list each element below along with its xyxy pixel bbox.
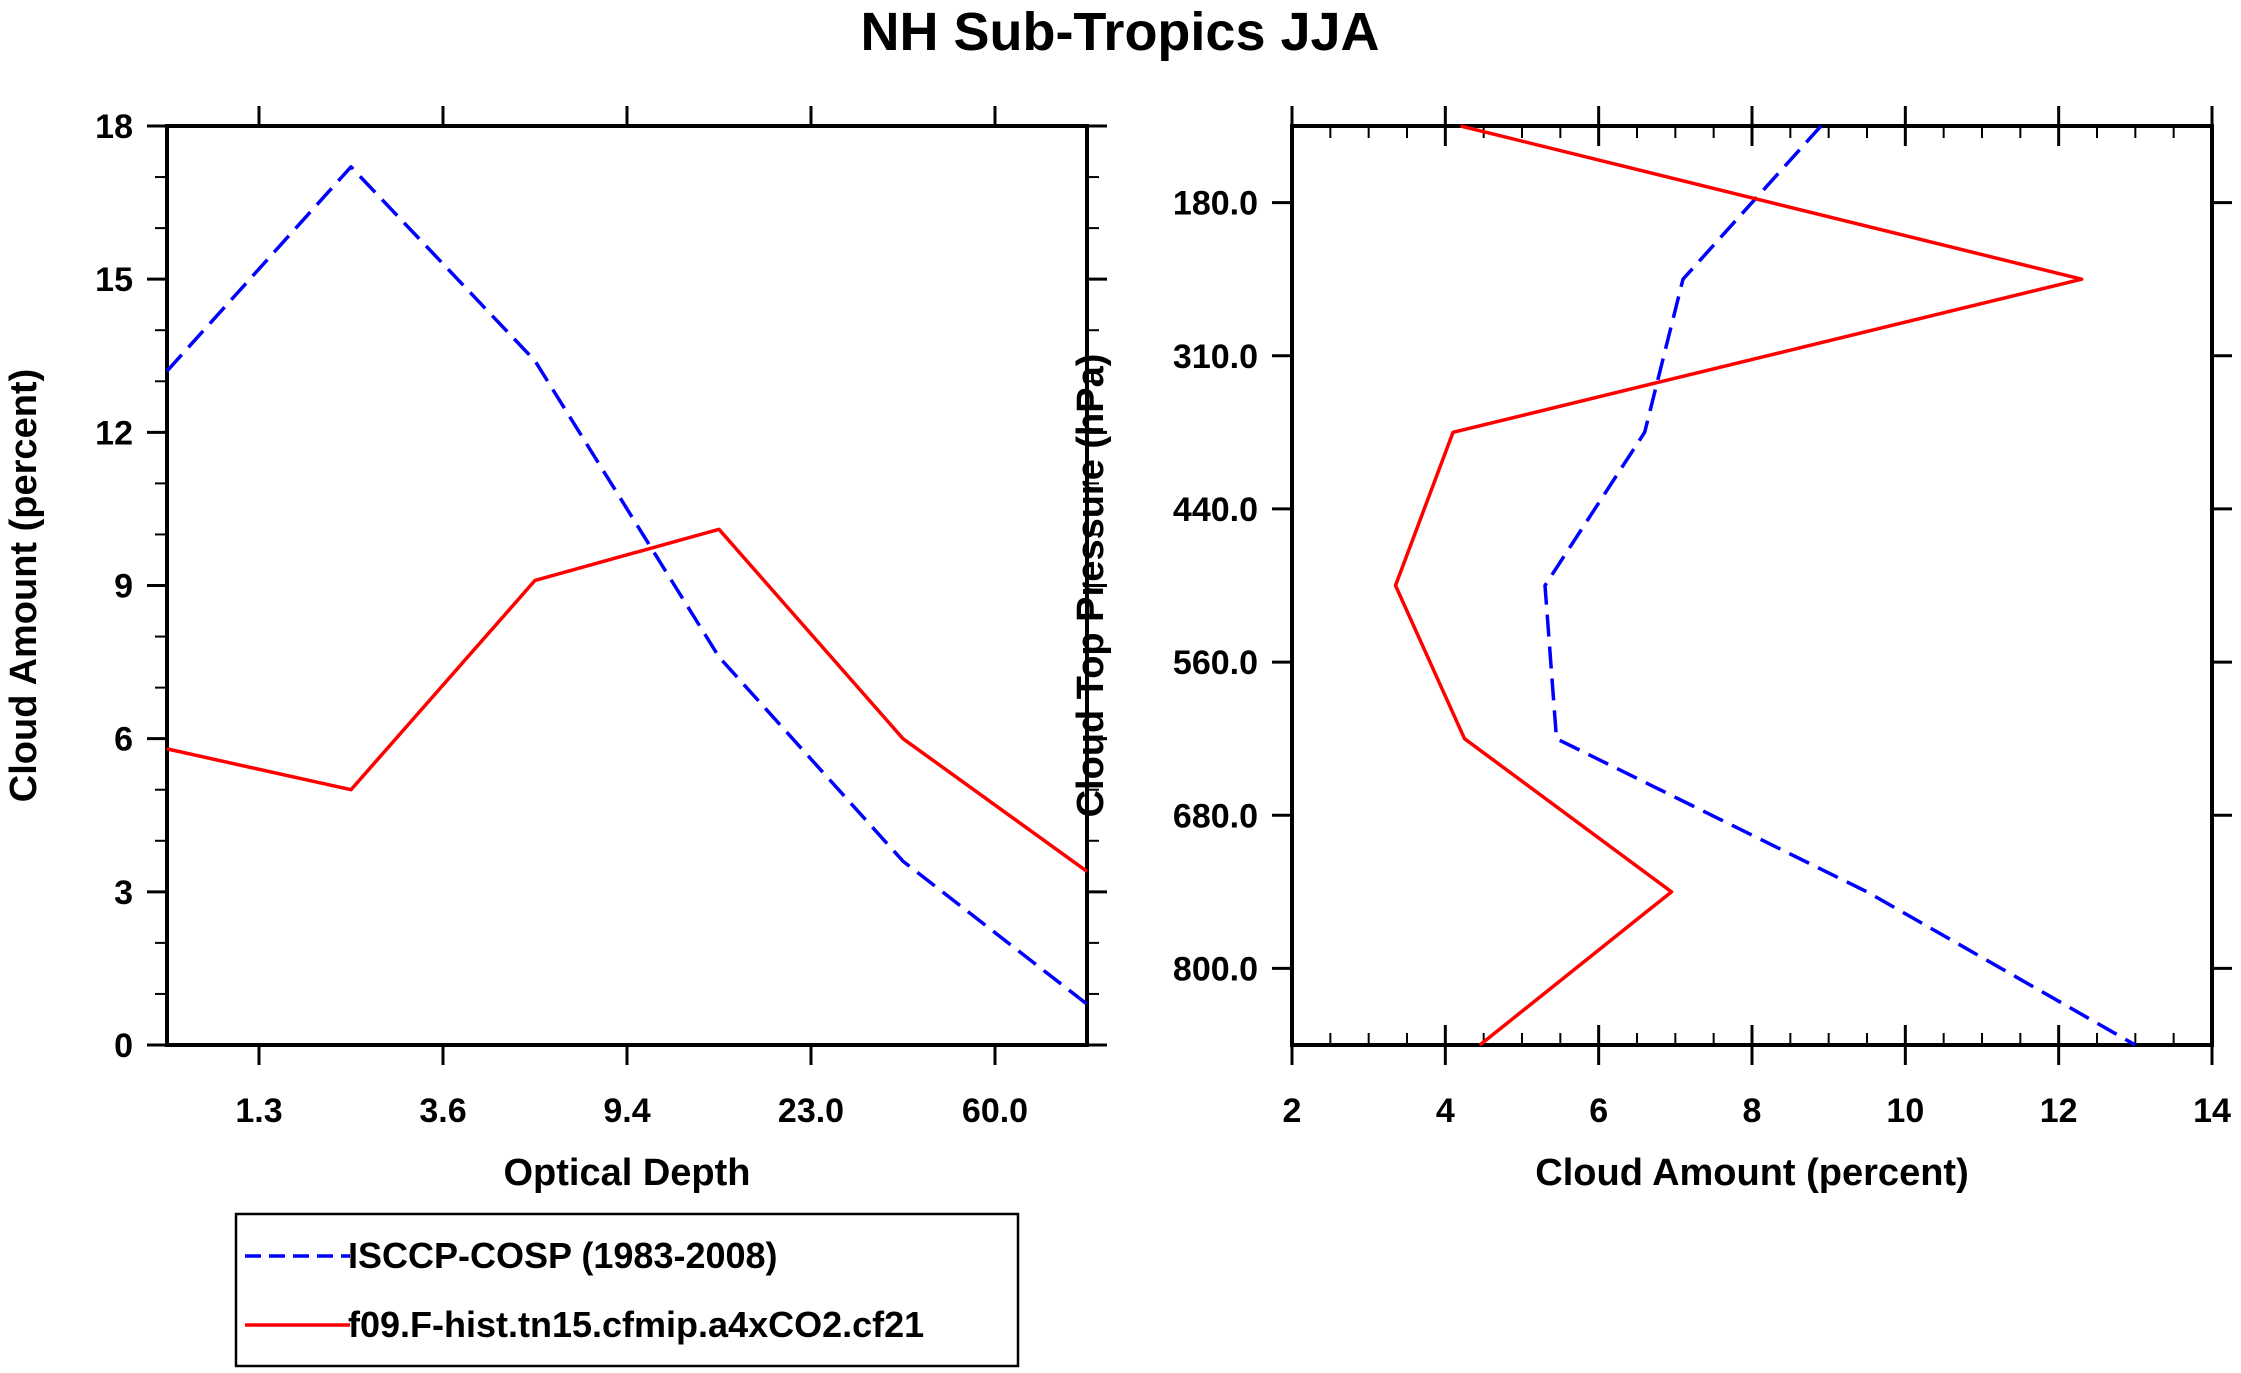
legend-box — [234, 1212, 1020, 1368]
legend-label-model: f09.F-hist.tn15.cfmip.a4xCO2.cf21 — [348, 1304, 924, 1345]
chart-title: NH Sub-Tropics JJA — [860, 2, 1379, 62]
left-y-axis-title: Cloud Amount (percent) — [3, 369, 45, 802]
left-y-tick-label: 15 — [95, 261, 133, 299]
left-y-tick-label: 6 — [114, 721, 133, 759]
right-x-tick-label: 2 — [1283, 1092, 1302, 1130]
right-y-tick-label: 310.0 — [1173, 338, 1258, 376]
right-y-axis-title: Cloud Top Pressure (hPa) — [1070, 354, 1112, 818]
left-y-tick-label: 18 — [95, 108, 133, 146]
right-series-isccp — [1543, 124, 2137, 1047]
legend-label-isccp: ISCCP-COSP (1983-2008) — [348, 1235, 778, 1276]
left-panel: 0 3 6 9 12 15 18 1.3 3.6 9.4 23.0 60.0 Optical Depth… — [3, 106, 1107, 1194]
right-x-axis-title: Cloud Amount (percent) — [1535, 1152, 1968, 1194]
left-x-tick-label: 3.6 — [419, 1092, 466, 1130]
right-plot-frame — [1290, 124, 2214, 1047]
left-x-tick-label: 60.0 — [962, 1092, 1028, 1130]
right-y-tick-label: 800.0 — [1173, 950, 1258, 988]
right-x-tick-label: 4 — [1436, 1092, 1455, 1130]
right-y-tick-label: 440.0 — [1173, 491, 1258, 529]
right-x-tick-label: 14 — [2193, 1092, 2231, 1130]
left-x-axis-title: Optical Depth — [503, 1152, 750, 1194]
left-series-isccp — [165, 165, 1089, 1006]
right-y-tick-label: 560.0 — [1173, 644, 1258, 682]
right-x-tick-label: 12 — [2040, 1092, 2078, 1130]
right-y-tick-label: 680.0 — [1173, 797, 1258, 835]
left-series-model — [166, 527, 1089, 873]
right-panel: 2 4 6 8 10 12 14 180.0 310.0 440.0 560.0 680.0 800.0… — [1070, 106, 2232, 1194]
left-x-tick-label: 23.0 — [778, 1092, 844, 1130]
left-x-tick-label: 1.3 — [235, 1092, 282, 1130]
legend: ISCCP-COSP (1983-2008) f09.F-hist.tn15.c… — [234, 1212, 1020, 1368]
right-y-tick-label: 180.0 — [1173, 185, 1258, 223]
right-x-tick-label: 6 — [1589, 1092, 1608, 1130]
left-y-tick-label: 9 — [114, 568, 133, 606]
left-y-tick-label: 0 — [114, 1027, 133, 1065]
right-x-tick-label: 8 — [1743, 1092, 1762, 1130]
left-x-tick-label: 9.4 — [603, 1092, 650, 1130]
left-plot-frame — [165, 124, 1089, 1047]
right-series-model — [1393, 124, 2084, 1047]
left-y-tick-label: 12 — [95, 414, 133, 452]
right-x-tick-label: 10 — [1886, 1092, 1924, 1130]
left-y-tick-label: 3 — [114, 874, 133, 912]
